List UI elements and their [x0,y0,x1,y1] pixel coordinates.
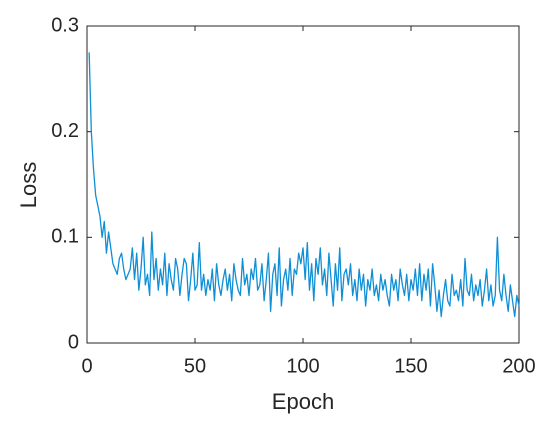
y-tick-label: 0.2 [51,120,79,142]
x-tick-label: 50 [184,355,206,377]
x-tick-label: 200 [502,355,535,377]
y-tick-label: 0.3 [51,14,79,36]
loss-line [88,52,520,318]
x-tick-label: 150 [394,355,427,377]
y-tick-label: 0.1 [51,226,79,248]
y-axis-label: Loss [16,162,41,208]
x-tick-label: 0 [81,355,92,377]
x-tick-label: 100 [286,355,319,377]
x-axis-label: Epoch [272,389,334,414]
y-tick-label: 0 [68,331,79,353]
